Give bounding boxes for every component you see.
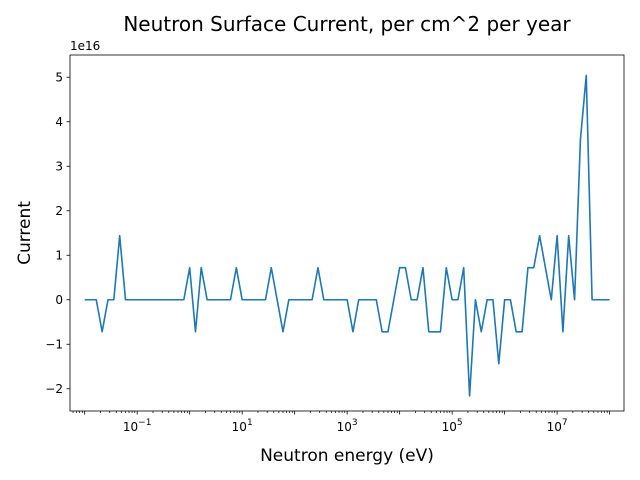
x-tick-label: 101 bbox=[232, 418, 253, 434]
y-tick-label: −2 bbox=[45, 382, 63, 396]
y-tick-label: 3 bbox=[55, 159, 63, 173]
x-tick-label: 103 bbox=[337, 418, 358, 434]
y-tick-label: 4 bbox=[55, 115, 63, 129]
x-axis-label: Neutron energy (eV) bbox=[260, 446, 434, 466]
chart-title: Neutron Surface Current, per cm^2 per ye… bbox=[123, 12, 571, 36]
y-axis-label: Current bbox=[15, 201, 35, 265]
y-tick-label: 5 bbox=[55, 70, 63, 84]
y-tick-label: 1 bbox=[55, 248, 63, 262]
y-tick-label: 0 bbox=[55, 293, 63, 307]
plot-area: 10−1 101 103 105 107 −2 −1 0 1 2 3 4 5 bbox=[45, 54, 625, 434]
x-tick-label: 107 bbox=[547, 418, 568, 434]
x-tick-label: 105 bbox=[442, 418, 463, 434]
x-tick-label: 10−1 bbox=[123, 418, 152, 434]
series-line-0 bbox=[84, 74, 610, 397]
y-tick-label: 2 bbox=[55, 204, 63, 218]
y-offset-text: 1e16 bbox=[70, 39, 100, 53]
axes-frame bbox=[69, 54, 625, 412]
y-tick-label: −1 bbox=[45, 337, 63, 351]
